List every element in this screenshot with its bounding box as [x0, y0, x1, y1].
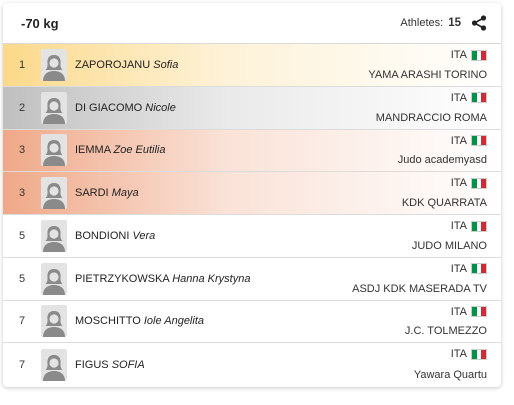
- athletes-count: 15: [448, 17, 461, 29]
- athlete-surname: ZAPOROJANU: [75, 58, 151, 71]
- athlete-affiliation: ITA J.C. TOLMEZZO: [404, 306, 487, 338]
- result-row[interactable]: 2 DI GIACOMO Nicole ITA MANDRACCIO ROMA: [3, 86, 501, 130]
- athlete-affiliation: ITA JUDO MILANO: [412, 220, 487, 252]
- athlete-surname: BONDIONI: [75, 229, 130, 242]
- athlete-firstname: Maya: [111, 187, 139, 200]
- athlete-name[interactable]: ZAPOROJANU Sofia: [75, 59, 501, 71]
- club-name[interactable]: Yawara Quartu: [413, 369, 487, 381]
- rank: 7: [18, 358, 26, 371]
- nation: ITA: [451, 263, 487, 275]
- italy-flag-icon: [471, 348, 487, 360]
- italy-flag-icon: [471, 306, 487, 317]
- avatar-icon: [41, 134, 67, 167]
- athlete-name[interactable]: PIETRZYKOWSKA Hanna Krystyna: [75, 273, 501, 285]
- result-row[interactable]: 5 BONDIONI Vera ITA JUDO MILANO: [3, 215, 501, 258]
- nation: ITA: [451, 49, 487, 61]
- results-list: 1 ZAPOROJANU Sofia ITA YAMA ARASHI TORINO 2 D…: [3, 43, 501, 386]
- nation: ITA: [451, 135, 487, 147]
- athlete-affiliation: ITA MANDRACCIO ROMA: [376, 92, 487, 124]
- italy-flag-icon: [471, 177, 487, 189]
- avatar-icon: [41, 177, 67, 210]
- nation: ITA: [451, 92, 487, 104]
- share-icon[interactable]: [471, 15, 487, 31]
- nation: ITA: [451, 306, 487, 318]
- avatar-icon: [41, 348, 67, 381]
- athlete-surname: SARDI: [75, 187, 109, 200]
- athlete-name[interactable]: MOSCHITTO Iole Angelita: [75, 315, 501, 327]
- avatar-icon: [41, 305, 67, 338]
- athlete-firstname: Nicole: [145, 101, 176, 114]
- athlete-affiliation: ITA Yawara Quartu: [414, 348, 487, 381]
- athlete-name[interactable]: SARDI Maya: [75, 187, 501, 199]
- italy-flag-icon: [471, 135, 487, 146]
- avatar-icon: [41, 262, 67, 295]
- athlete-surname: FIGUS: [75, 358, 109, 371]
- nation-code: ITA: [450, 220, 467, 232]
- result-row[interactable]: 7 FIGUS SOFIA ITA Yawara Quartu: [3, 343, 501, 386]
- club-name[interactable]: Judo academyasd: [397, 154, 487, 167]
- athlete-affiliation: ITA KDK QUARRATA: [402, 177, 487, 209]
- rank: 5: [18, 229, 26, 242]
- athlete-affiliation: ITA YAMA ARASHI TORINO: [368, 49, 487, 81]
- nation-code: ITA: [450, 49, 467, 61]
- athlete-affiliation: ITA Judo academyasd: [397, 135, 487, 167]
- rank: 1: [18, 58, 26, 71]
- nation-code: ITA: [450, 305, 467, 318]
- athlete-surname: DI GIACOMO: [75, 101, 143, 114]
- club-name[interactable]: JUDO MILANO: [411, 239, 487, 252]
- athlete-surname: MOSCHITTO: [75, 315, 141, 328]
- nation: ITA: [451, 220, 487, 232]
- athlete-firstname: Zoe Eutilia: [113, 144, 166, 157]
- athlete-name[interactable]: FIGUS SOFIA: [75, 359, 501, 371]
- club-name[interactable]: J.C. TOLMEZZO: [404, 325, 487, 338]
- rank: 3: [18, 144, 26, 157]
- avatar-icon: [41, 219, 67, 252]
- italy-flag-icon: [471, 220, 487, 232]
- athlete-firstname: Hanna Krystyna: [172, 272, 251, 285]
- athlete-affiliation: ITA ASDJ KDK MASERADA TV: [352, 263, 487, 295]
- nation-code: ITA: [450, 348, 467, 361]
- club-name[interactable]: KDK QUARRATA: [401, 197, 487, 209]
- club-name[interactable]: ASDJ KDK MASERADA TV: [352, 282, 487, 295]
- club-name[interactable]: MANDRACCIO ROMA: [375, 111, 487, 124]
- result-row[interactable]: 1 ZAPOROJANU Sofia ITA YAMA ARASHI TORINO: [3, 44, 501, 87]
- rank: 7: [18, 315, 26, 328]
- athlete-firstname: Iole Angelita: [143, 315, 204, 328]
- athlete-name[interactable]: DI GIACOMO Nicole: [75, 102, 501, 114]
- rank: 3: [18, 187, 26, 200]
- italy-flag-icon: [471, 49, 487, 61]
- nation: ITA: [451, 348, 487, 360]
- avatar-icon: [41, 91, 67, 124]
- card-header: -70 kg Athletes: 15: [3, 3, 501, 43]
- athlete-firstname: SOFIA: [111, 358, 145, 371]
- club-name[interactable]: YAMA ARASHI TORINO: [368, 68, 487, 81]
- results-card: -70 kg Athletes: 15 1 ZAPOROJANU Sofia ITA…: [3, 3, 501, 387]
- rank: 2: [18, 101, 26, 114]
- result-row[interactable]: 5 PIETRZYKOWSKA Hanna Krystyna ITA ASDJ KDK…: [3, 257, 501, 301]
- athletes-label: Athletes:: [400, 17, 444, 29]
- athlete-name[interactable]: IEMMA Zoe Eutilia: [75, 144, 501, 156]
- athlete-firstname: Vera: [132, 229, 156, 242]
- nation-code: ITA: [450, 91, 467, 104]
- athlete-surname: PIETRZYKOWSKA: [75, 272, 170, 285]
- nation-code: ITA: [450, 177, 467, 190]
- nation-code: ITA: [450, 262, 467, 275]
- italy-flag-icon: [471, 263, 487, 275]
- athletes-summary: Athletes: 15: [400, 15, 487, 31]
- result-row[interactable]: 3 SARDI Maya ITA KDK QUARRATA: [3, 172, 501, 215]
- athlete-firstname: Sofia: [153, 58, 179, 71]
- athlete-name[interactable]: BONDIONI Vera: [75, 230, 501, 242]
- avatar-icon: [41, 48, 67, 81]
- athlete-surname: IEMMA: [75, 144, 111, 157]
- weight-category: -70 kg: [21, 15, 59, 31]
- rank: 5: [18, 272, 26, 285]
- italy-flag-icon: [471, 92, 487, 104]
- result-row[interactable]: 3 IEMMA Zoe Eutilia ITA Judo academyasd: [3, 129, 501, 173]
- result-row[interactable]: 7 MOSCHITTO Iole Angelita ITA J.C. TOLMEZZO: [3, 300, 501, 344]
- nation-code: ITA: [450, 134, 467, 147]
- nation: ITA: [451, 177, 487, 189]
